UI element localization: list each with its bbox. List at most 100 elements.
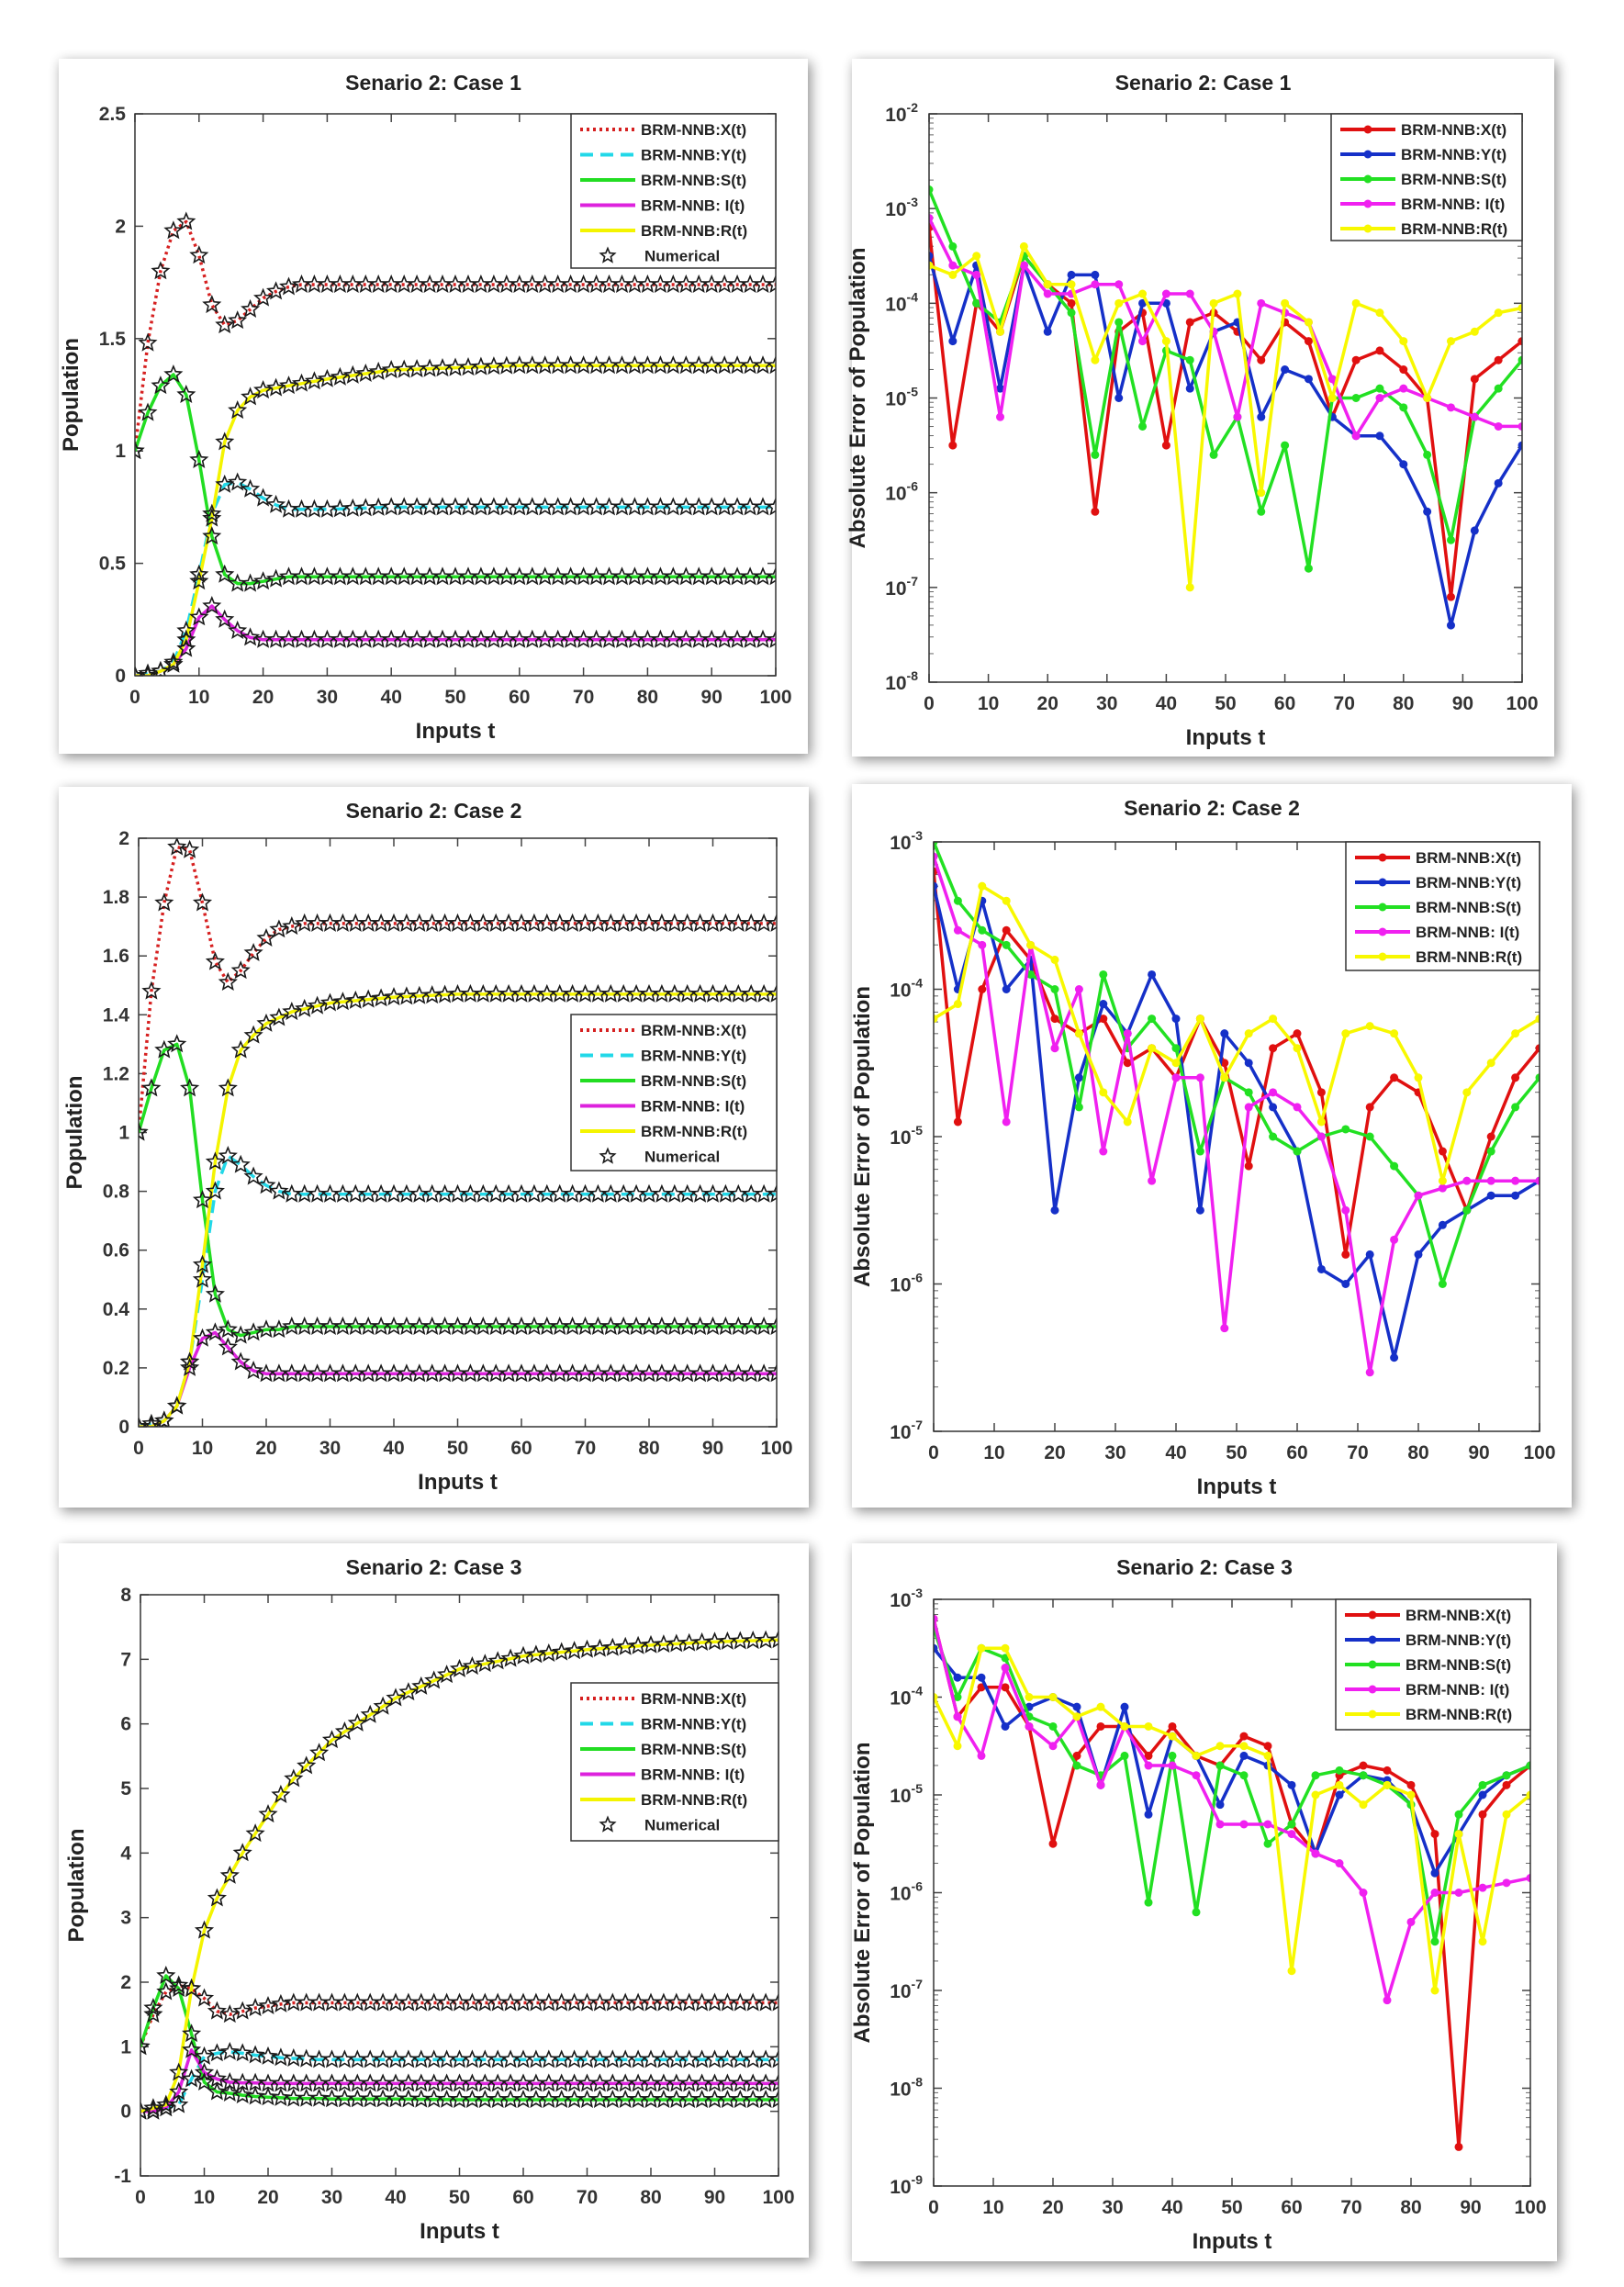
data-point — [978, 881, 987, 891]
data-point — [1462, 1088, 1472, 1097]
y-tick-label: 0.2 — [103, 1358, 129, 1379]
data-point — [1185, 355, 1194, 364]
numerical-star-marker — [207, 2001, 227, 2020]
data-point — [1072, 1761, 1081, 1770]
numerical-star-marker — [767, 1316, 777, 1335]
data-point — [1138, 337, 1148, 346]
x-tick-label: 60 — [509, 687, 530, 708]
data-point — [972, 252, 981, 261]
data-point — [1335, 1780, 1344, 1789]
numerical-star-marker — [243, 1361, 263, 1380]
numerical-star-marker — [189, 564, 209, 583]
legend-label: BRM-NNB:S(t) — [1406, 1656, 1511, 1674]
y-tick-label: 5 — [120, 1778, 131, 1799]
data-point — [1438, 1183, 1447, 1193]
data-point — [1518, 421, 1522, 431]
numerical-star-marker — [475, 1654, 495, 1673]
numerical-star-marker — [487, 1651, 508, 1670]
data-point — [1263, 1820, 1272, 1829]
data-point — [1327, 375, 1337, 384]
numerical-star-marker — [189, 607, 209, 626]
data-point — [953, 1742, 962, 1751]
numerical-star-marker — [218, 1146, 238, 1165]
numerical-star-marker — [194, 1920, 215, 1939]
data-point — [1050, 1015, 1059, 1024]
data-point — [1123, 1029, 1132, 1038]
numerical-star-marker — [192, 1190, 213, 1209]
data-point — [1161, 441, 1170, 450]
data-point — [1138, 421, 1148, 431]
data-point — [1406, 1780, 1416, 1789]
data-point — [1263, 1839, 1272, 1848]
y-tick-label: 10-2 — [885, 100, 918, 126]
data-point — [996, 384, 1005, 393]
y-tick-label: 10-5 — [890, 1123, 923, 1149]
legend-marker — [1363, 125, 1372, 134]
data-point — [1114, 318, 1124, 327]
data-point — [1161, 337, 1170, 346]
legend-marker — [1363, 224, 1372, 233]
data-point — [1430, 1889, 1439, 1897]
data-point — [1239, 1820, 1249, 1829]
x-tick-label: 90 — [701, 687, 722, 708]
numerical-star-marker — [230, 1325, 251, 1344]
data-point — [1043, 327, 1052, 336]
series-line-1 — [934, 885, 1540, 1360]
data-point — [1220, 1073, 1229, 1082]
numerical-star-marker — [360, 1704, 380, 1723]
data-point — [929, 185, 934, 195]
data-point — [1454, 1810, 1463, 1819]
x-tick-label: 90 — [1468, 1442, 1489, 1463]
data-point — [1511, 1103, 1520, 1112]
data-point — [1486, 1191, 1495, 1200]
numerical-star-marker — [230, 1154, 251, 1173]
data-point — [1470, 375, 1479, 384]
data-point — [1281, 365, 1290, 375]
data-point — [1399, 460, 1408, 469]
x-tick-label: 60 — [510, 1438, 532, 1459]
x-tick-label: 70 — [577, 2187, 598, 2208]
data-point — [1293, 1029, 1302, 1038]
numerical-star-marker — [140, 2036, 151, 2056]
x-tick-label: 20 — [252, 687, 274, 708]
x-tick-label: 60 — [1274, 693, 1295, 714]
data-point — [934, 1614, 938, 1623]
numerical-star-marker — [766, 355, 776, 375]
legend-label: BRM-NNB:R(t) — [1401, 220, 1507, 238]
data-point — [1001, 1643, 1010, 1653]
y-tick-base: 10 — [890, 1590, 911, 1611]
y-tick-label: 10-3 — [890, 1586, 923, 1611]
y-tick-label: -1 — [114, 2166, 131, 2187]
data-point — [1050, 955, 1059, 964]
data-point — [1144, 1751, 1153, 1760]
data-point — [934, 842, 938, 846]
data-point — [977, 1673, 986, 1682]
legend-marker — [1363, 199, 1372, 208]
y-tick-label: 10-8 — [890, 2075, 923, 2101]
numerical-star-marker — [141, 1078, 162, 1097]
numerical-star-marker — [135, 441, 145, 460]
y-tick-label: 10-3 — [890, 828, 923, 854]
y-tick-exponent: -2 — [907, 100, 919, 115]
data-point — [1168, 1721, 1177, 1731]
numerical-star-marker — [163, 220, 184, 240]
numerical-star-marker — [189, 571, 209, 590]
data-point — [1390, 1353, 1399, 1362]
data-point — [1091, 270, 1100, 279]
data-point — [1518, 337, 1522, 346]
data-point — [1048, 1693, 1058, 1701]
numerical-star-marker — [192, 1269, 213, 1288]
x-tick-label: 30 — [1104, 1442, 1126, 1463]
numerical-star-marker — [297, 1755, 317, 1775]
data-point — [1304, 318, 1313, 327]
data-point — [1099, 1015, 1108, 1024]
data-point — [1019, 241, 1028, 251]
numerical-star-marker — [167, 838, 187, 856]
numerical-star-marker — [219, 2041, 240, 2060]
legend-label: BRM-NNB:X(t) — [1406, 1607, 1511, 1624]
chart-title: Senario 2: Case 3 — [346, 1555, 522, 1579]
data-point — [953, 1000, 962, 1009]
chart-panel: Senario 2: Case 3 Inputs t Absolute Error … — [850, 1543, 1557, 2261]
data-point — [1074, 985, 1083, 993]
data-point — [948, 241, 958, 251]
